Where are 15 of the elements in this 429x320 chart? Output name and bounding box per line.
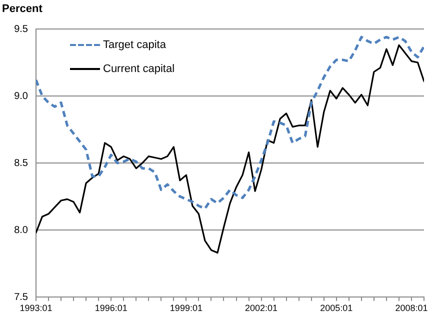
y-axis-title: Percent xyxy=(2,3,42,15)
x-tick-label: 2005:01 xyxy=(320,302,353,313)
y-tick-label: 7.5 xyxy=(14,292,28,303)
y-tick-label: 8.5 xyxy=(14,158,28,169)
x-tick-label: 1996:01 xyxy=(94,302,128,313)
x-tick-label: 2008:01 xyxy=(395,302,428,313)
line-series xyxy=(36,36,424,210)
y-tick-label: 9.5 xyxy=(14,24,28,35)
x-tick-label: 1999:01 xyxy=(170,302,202,313)
y-tick-label: 9.0 xyxy=(14,90,28,102)
y-tick-label: 8.0 xyxy=(14,224,28,236)
x-tick-label: 1993:01 xyxy=(20,302,52,313)
legend-label: Target capita xyxy=(103,39,166,51)
legend-label: Current capital xyxy=(103,63,175,75)
x-tick-label: 2002:01 xyxy=(245,302,278,313)
